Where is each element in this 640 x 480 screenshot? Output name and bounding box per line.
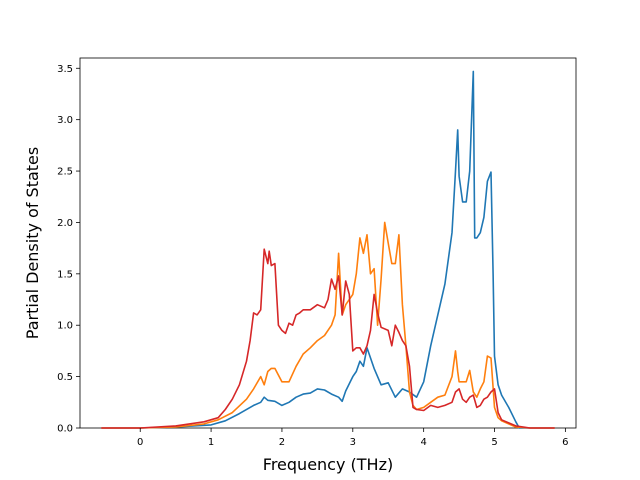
series-line-2: [101, 221, 555, 429]
x-tick-label: 3: [350, 437, 356, 448]
y-tick-label: 0.0: [57, 424, 73, 435]
x-axis: 0 1 2 3 4 5 6: [137, 428, 569, 448]
y-tick-label: 1.0: [57, 321, 73, 332]
y-tick-label: 3.5: [57, 64, 73, 75]
y-tick-label: 2.0: [57, 218, 73, 229]
y-tick-label: 0.5: [57, 372, 73, 383]
y-tick-label: 1.5: [57, 269, 73, 280]
x-axis-label: Frequency (THz): [263, 455, 393, 474]
y-tick-label: 2.5: [57, 167, 73, 178]
x-tick-label: 0: [137, 437, 143, 448]
x-tick-label: 5: [491, 437, 497, 448]
series-line-1: [101, 70, 555, 429]
series-line-3: [101, 248, 555, 429]
series-layer: [101, 70, 555, 429]
plot-area: [79, 57, 577, 429]
x-tick-label: 4: [420, 437, 426, 448]
y-tick-label: 3.0: [57, 115, 73, 126]
x-tick-label: 1: [208, 437, 214, 448]
y-axis-label: Partial Density of States: [23, 147, 42, 339]
y-axis: 0.0 0.5 1.0 1.5 2.0 2.5 3.0 3.5: [57, 64, 80, 435]
x-tick-label: 2: [279, 437, 285, 448]
x-tick-label: 6: [562, 437, 568, 448]
